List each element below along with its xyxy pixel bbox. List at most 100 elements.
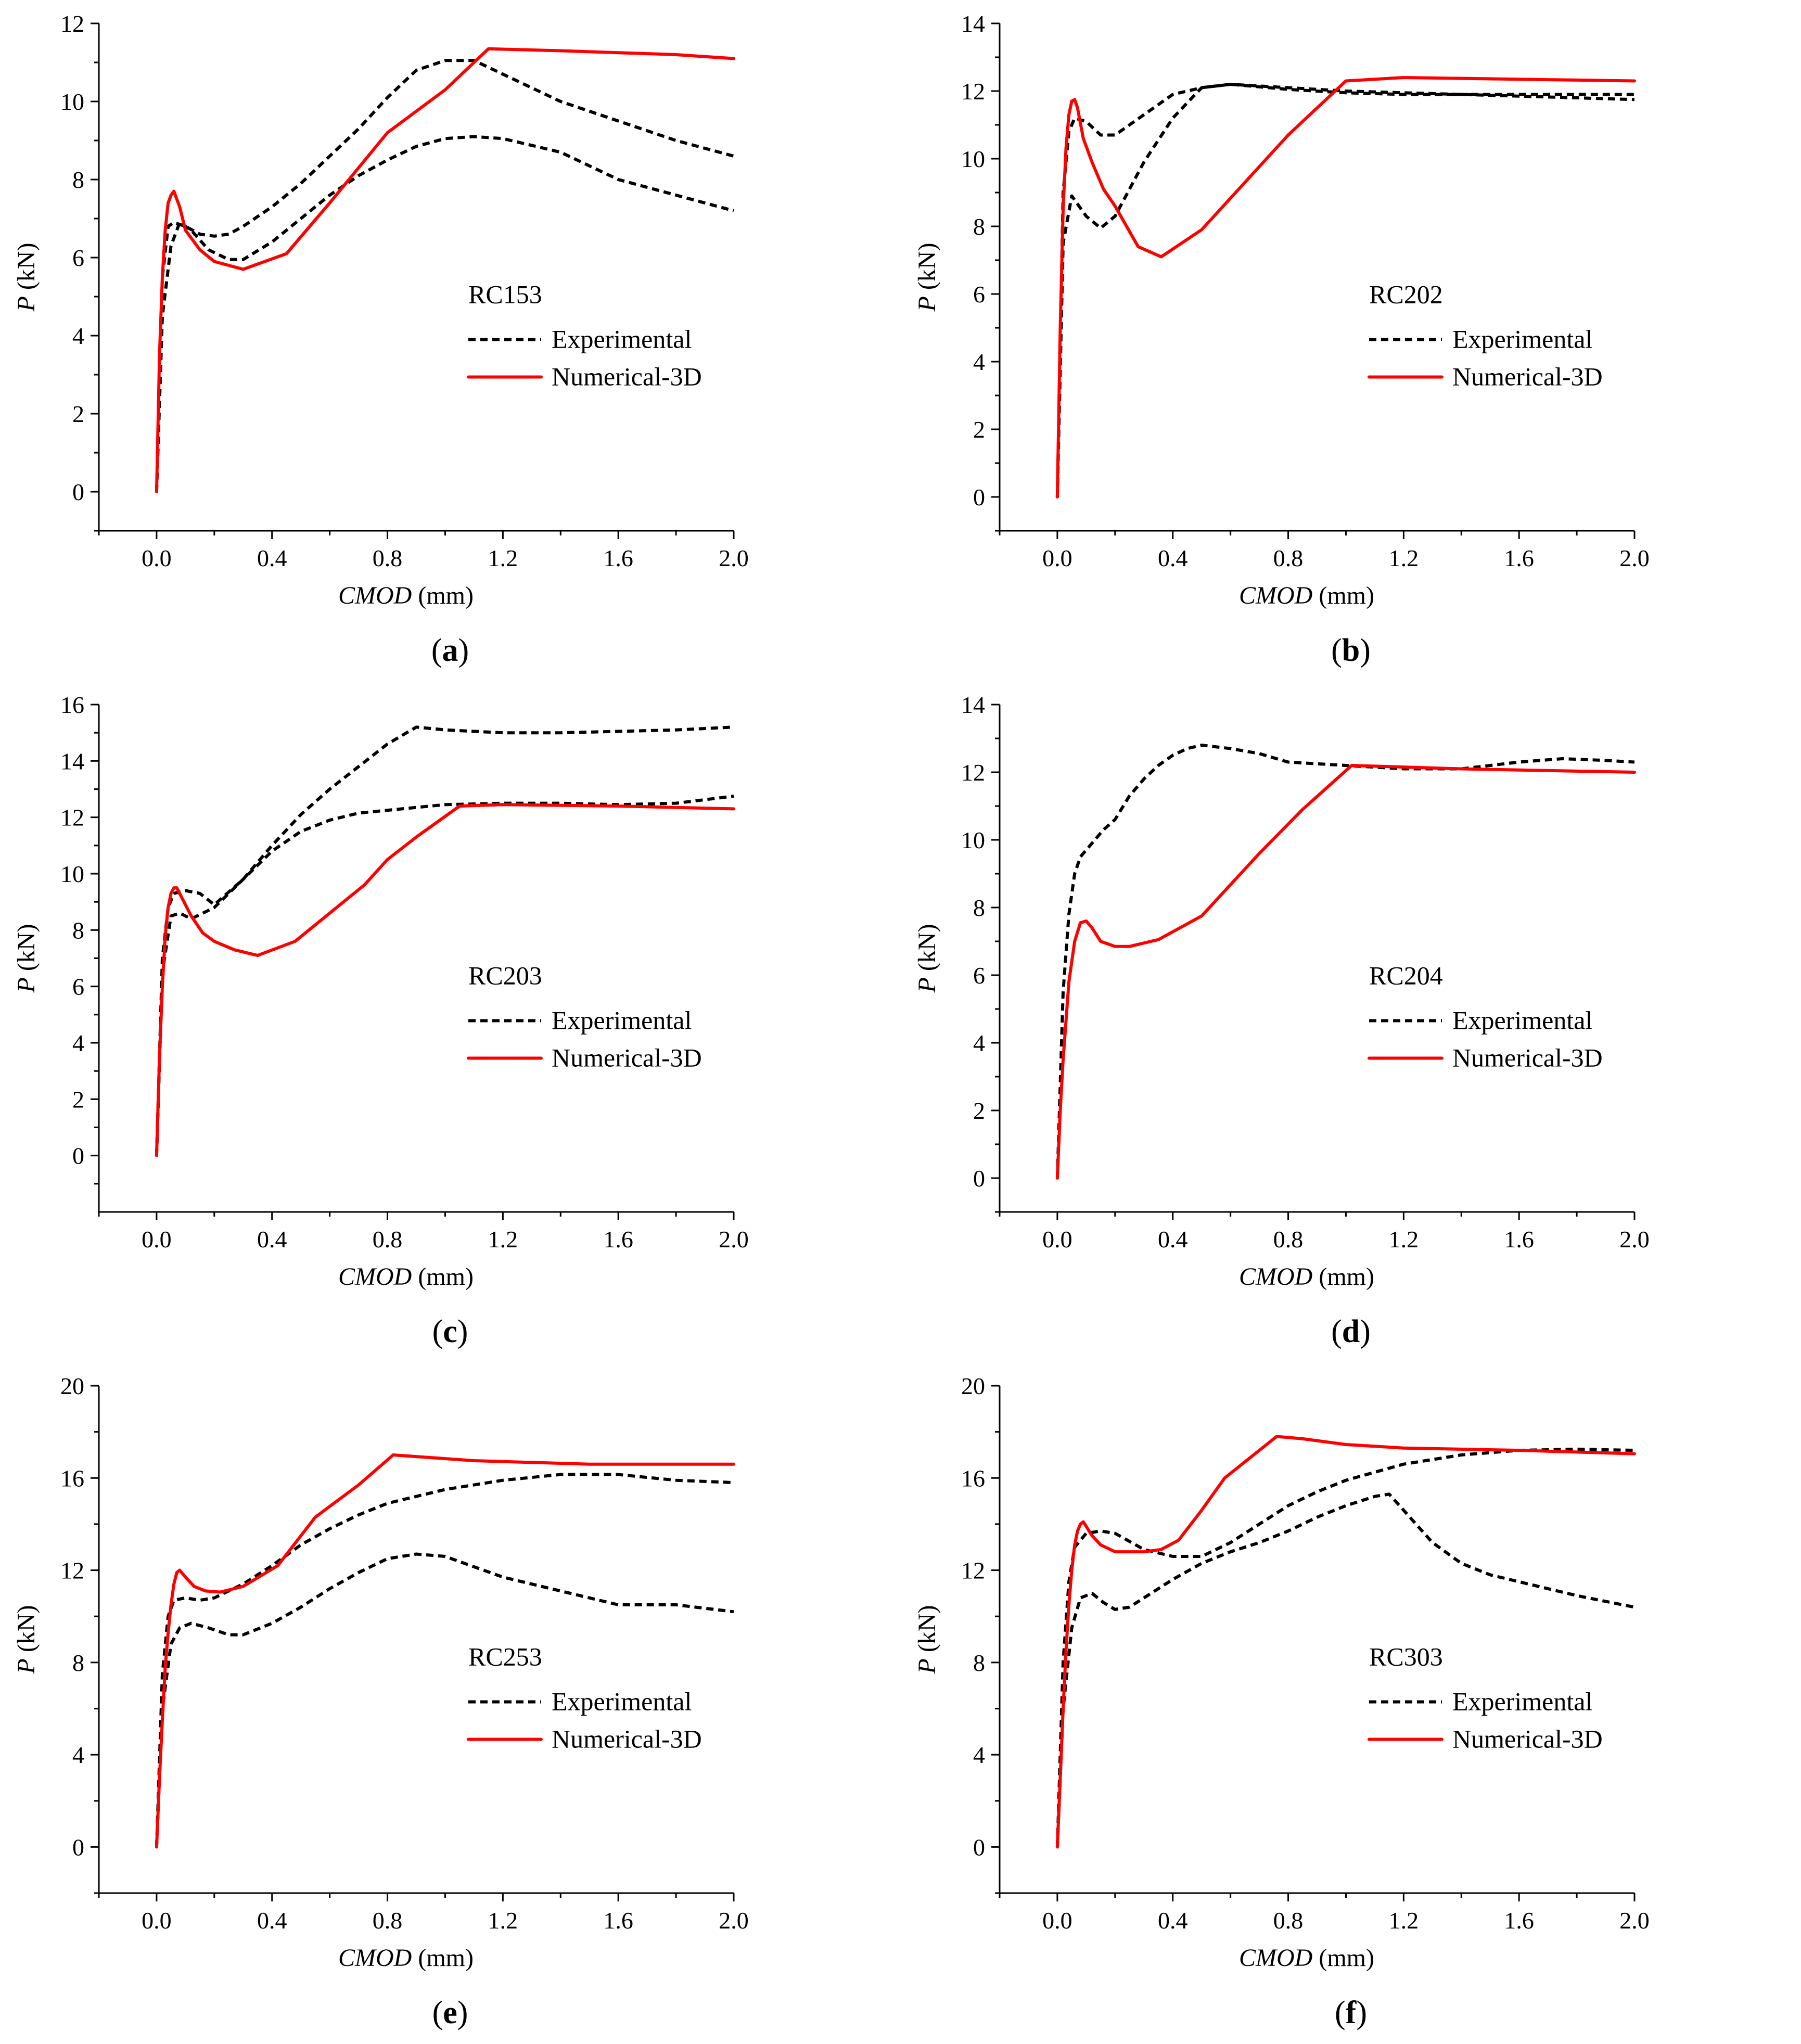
legend-numerical-label: Numerical-3D: [1452, 1043, 1603, 1072]
x-tick-label: 2.0: [1619, 1226, 1650, 1253]
x-axis-title: CMOD (mm): [338, 582, 474, 609]
caption-letter: c: [443, 1314, 457, 1349]
caption-close: ): [1360, 1314, 1371, 1349]
y-tick-label: 16: [60, 1465, 84, 1491]
y-tick-label: 12: [961, 759, 985, 786]
panel-caption-b: (b): [901, 632, 1801, 669]
legend-numerical-label: Numerical-3D: [552, 1043, 702, 1072]
y-tick-label: 0: [72, 1143, 84, 1169]
y-tick-label: 8: [973, 1650, 985, 1676]
chart-panel-b: 0 2 4 6 8 10 12 14 0.0 0.4 0.8 1.2 1.6 2.0 CMOD (mm) P …: [901, 0, 1801, 681]
y-tick-label: 16: [961, 1465, 985, 1491]
y-tick-label: 0: [72, 1834, 84, 1860]
legend-experimental-label: Experimental: [552, 1006, 692, 1035]
y-tick-label: 4: [973, 349, 985, 375]
x-tick-label: 1.2: [488, 1907, 518, 1934]
y-tick-label: 2: [973, 416, 985, 443]
experimental-series-line: [155, 725, 734, 1156]
y-tick-label: 4: [973, 1030, 985, 1056]
x-axis-title: CMOD (mm): [338, 1263, 474, 1291]
x-tick-label: 1.6: [603, 1907, 633, 1934]
y-axis-title: P (kN): [12, 1605, 40, 1675]
chart-a: 0 2 4 6 8 10 12 0.0 0.4 0.8 1.2 1.6 2.0 CMOD (mm) P (k…: [12, 10, 749, 609]
x-tick-label: 0.0: [142, 545, 172, 571]
x-tick-label: 0.0: [1042, 1226, 1072, 1253]
x-tick-label: 1.6: [1504, 1907, 1534, 1934]
experimental-series-line: [1055, 1492, 1635, 1847]
chart-panel-f: 0 4 8 12 16 20 0.0 0.4 0.8 1.2 1.6 2.0 CMOD (mm) P (k…: [901, 1362, 1801, 2043]
x-tick-label: 0.8: [373, 1226, 403, 1253]
x-tick-label: 0.8: [1273, 545, 1304, 571]
chart-f: 0 4 8 12 16 20 0.0 0.4 0.8 1.2 1.6 2.0 CMOD (mm) P (k…: [913, 1373, 1650, 1972]
experimental-series-line: [1055, 83, 1634, 497]
y-tick-label: 12: [961, 78, 985, 105]
numerical-series-line: [155, 47, 735, 493]
caption-letter: d: [1342, 1314, 1360, 1349]
x-tick-label: 0.0: [142, 1907, 172, 1934]
y-tick-label: 0: [973, 1834, 985, 1860]
y-tick-label: 4: [72, 323, 84, 349]
x-tick-label: 1.2: [1389, 1226, 1419, 1253]
y-tick-label: 4: [72, 1742, 84, 1768]
caption-open: (: [1335, 1995, 1346, 2030]
x-tick-label: 0.4: [257, 1226, 287, 1253]
y-tick-label: 2: [973, 1097, 985, 1124]
x-tick-label: 2.0: [719, 1907, 749, 1934]
legend-numerical-label: Numerical-3D: [552, 1724, 702, 1754]
x-tick-label: 0.4: [257, 1907, 287, 1934]
x-tick-label: 1.2: [488, 1226, 518, 1253]
panel-caption-f: (f): [901, 1995, 1801, 2032]
legend-numerical-label: Numerical-3D: [552, 362, 702, 391]
chart-panel-a: 0 2 4 6 8 10 12 0.0 0.4 0.8 1.2 1.6 2.0 CMOD (mm) P (k…: [0, 0, 900, 681]
x-tick-label: 0.8: [1273, 1907, 1304, 1934]
caption-open: (: [432, 1314, 443, 1349]
y-axis-title: P (kN): [913, 1605, 941, 1675]
y-tick-label: 6: [973, 281, 985, 308]
y-tick-label: 0: [973, 1165, 985, 1192]
caption-open: (: [431, 633, 442, 668]
x-tick-label: 1.6: [603, 545, 633, 571]
numerical-series-line: [155, 803, 735, 1157]
chart-e: 0 4 8 12 16 20 0.0 0.4 0.8 1.2 1.6 2.0 CMOD (mm) P (k…: [12, 1373, 749, 1972]
x-tick-label: 1.2: [1389, 545, 1419, 571]
x-tick-label: 0.8: [373, 1907, 403, 1934]
x-axis-title: CMOD (mm): [1239, 582, 1374, 609]
x-tick-label: 1.6: [1504, 545, 1534, 571]
specimen-label: RC204: [1369, 961, 1443, 990]
experimental-series-line: [155, 135, 734, 492]
y-tick-label: 12: [60, 10, 84, 37]
caption-letter: f: [1345, 1995, 1357, 2030]
x-tick-label: 0.0: [1042, 1907, 1072, 1934]
y-axis-title: P (kN): [12, 924, 40, 993]
caption-close: ): [457, 1995, 468, 2030]
x-tick-label: 0.4: [257, 545, 287, 571]
specimen-label: RC253: [468, 1642, 542, 1671]
y-axis-title: P (kN): [913, 243, 941, 312]
chart-panel-c: 0 2 4 6 8 10 12 14 16 0.0 0.4 0.8 1.2 1.6 2.0 CMOD (mm)…: [0, 681, 900, 1362]
x-tick-label: 2.0: [719, 545, 749, 571]
y-tick-label: 8: [72, 167, 84, 193]
chart-b: 0 2 4 6 8 10 12 14 0.0 0.4 0.8 1.2 1.6 2.0 CMOD (mm) P …: [913, 10, 1650, 609]
experimental-series-line: [155, 1473, 734, 1847]
y-tick-label: 6: [72, 974, 84, 1000]
panel-caption-d: (d): [901, 1313, 1801, 1350]
x-tick-label: 1.6: [1504, 1226, 1534, 1253]
experimental-series-line: [1055, 1447, 1635, 1847]
y-tick-label: 6: [72, 245, 84, 271]
caption-letter: b: [1342, 633, 1360, 668]
caption-letter: e: [443, 1995, 457, 2030]
numerical-series-line: [1055, 76, 1636, 499]
specimen-label: RC203: [468, 961, 542, 990]
y-tick-label: 0: [973, 484, 985, 510]
y-tick-label: 10: [60, 88, 84, 115]
legend-experimental-label: Experimental: [1452, 325, 1592, 354]
y-tick-label: 0: [72, 479, 84, 505]
x-tick-label: 0.4: [1158, 1226, 1188, 1253]
x-tick-label: 0.4: [1158, 1907, 1188, 1934]
y-tick-label: 20: [60, 1373, 84, 1399]
y-axis-title: P (kN): [913, 924, 941, 993]
y-tick-label: 14: [961, 692, 985, 718]
caption-open: (: [1331, 633, 1342, 668]
chart-d: 0 2 4 6 8 10 12 14 0.0 0.4 0.8 1.2 1.6 2.0 CMOD (mm) P …: [913, 692, 1650, 1291]
